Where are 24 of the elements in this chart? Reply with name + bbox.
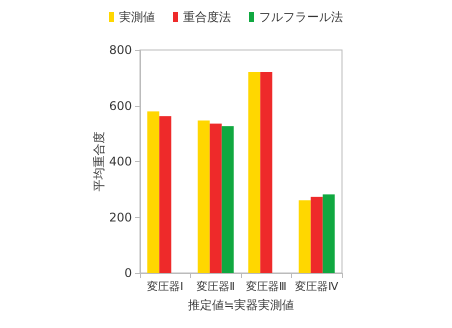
bar [159,116,172,273]
y-tick-label: 200 [109,210,132,224]
legend-label: 実測値 [119,10,155,24]
bar [248,72,260,273]
y-tick-label: 800 [109,43,132,57]
bar [310,196,323,273]
bar [147,111,160,273]
bar [222,126,234,273]
x-axis-title: 推定値≒実器実測値 [188,298,294,312]
legend-label: フルフラール法 [259,10,343,24]
y-axis-title: 平均重合度 [92,132,106,192]
bar [322,194,335,273]
x-tick-label: 変圧器Ⅰ [147,280,184,293]
bar [260,72,272,273]
bar [198,120,210,273]
bar [210,124,222,273]
y-tick-label: 400 [109,154,132,168]
y-tick-label: 600 [109,98,132,113]
legend-label: 重合度法 [183,10,231,24]
x-tick-label: 変圧器Ⅱ [196,280,235,293]
x-tick-label: 変圧器Ⅳ [295,280,340,293]
y-tick-label: 0 [124,266,132,280]
x-tick-label: 変圧器Ⅲ [246,280,287,293]
bar [298,200,311,273]
